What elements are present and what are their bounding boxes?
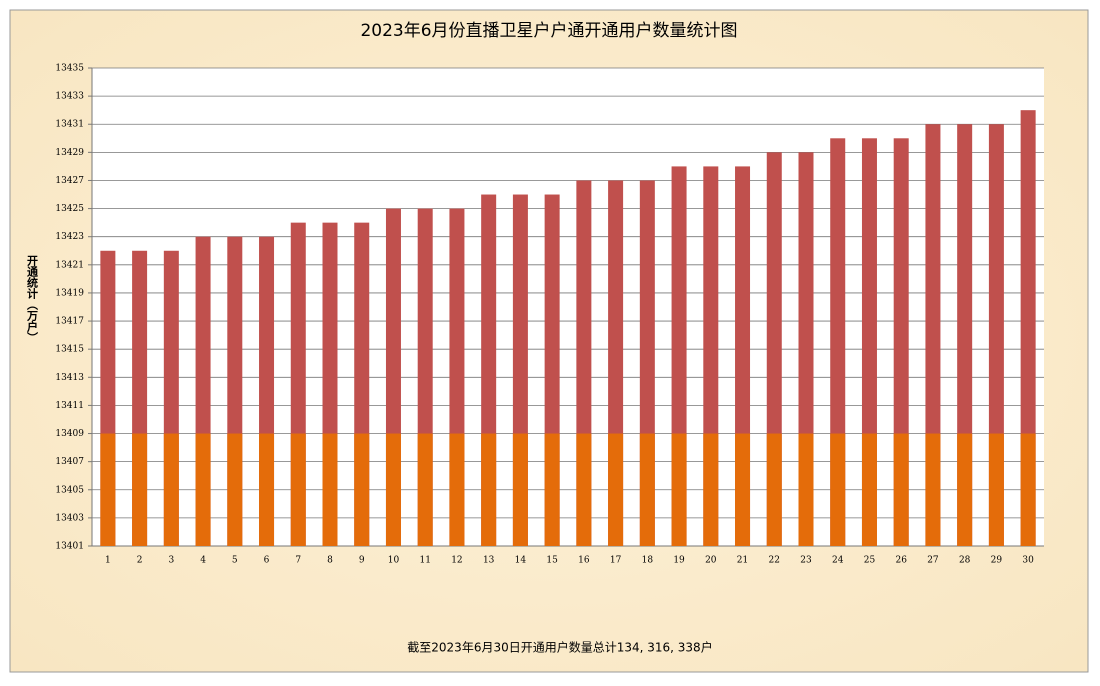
x-tick-label: 18 [642, 556, 654, 566]
bar [925, 433, 941, 546]
bar [100, 433, 116, 546]
x-tick-label: 15 [546, 556, 558, 566]
bar [639, 433, 655, 546]
bar [259, 433, 275, 546]
bar [988, 433, 1004, 546]
x-tick-label: 27 [927, 556, 939, 566]
bar [322, 433, 338, 546]
y-tick-label: 13435 [55, 64, 84, 74]
bar [703, 433, 719, 546]
x-tick-label: 8 [327, 556, 333, 566]
bar [1020, 433, 1036, 546]
bar [290, 433, 306, 546]
x-tick-label: 10 [388, 556, 400, 566]
x-tick-label: 5 [232, 556, 238, 566]
x-tick-label: 3 [168, 556, 174, 566]
y-tick-label: 13411 [55, 401, 84, 411]
x-tick-label: 26 [895, 556, 907, 566]
bar [798, 433, 814, 546]
x-tick-label: 4 [200, 556, 206, 566]
bar [830, 433, 846, 546]
y-tick-label: 13419 [55, 288, 84, 298]
x-tick-label: 30 [1022, 556, 1034, 566]
bar [576, 433, 592, 546]
plot-area [92, 68, 1044, 546]
y-tick-label: 13427 [55, 176, 84, 186]
bar [354, 433, 370, 546]
bar [512, 433, 528, 546]
bar [671, 433, 687, 546]
y-tick-label: 13433 [55, 92, 84, 102]
bar [449, 433, 465, 546]
x-tick-label: 17 [610, 556, 622, 566]
x-tick-label: 12 [451, 556, 462, 566]
bar [227, 433, 243, 546]
x-tick-label: 24 [832, 556, 844, 566]
x-tick-label: 6 [264, 556, 270, 566]
bar [608, 433, 624, 546]
x-tick-label: 22 [769, 556, 780, 566]
x-tick-label: 9 [359, 556, 365, 566]
bar [544, 433, 560, 546]
x-tick-label: 29 [991, 556, 1003, 566]
y-axis-label: 开通统计（万户） [26, 255, 40, 343]
bar [195, 433, 211, 546]
x-tick-label: 2 [137, 556, 143, 566]
x-tick-label: 16 [578, 556, 590, 566]
bar [735, 433, 751, 546]
y-tick-label: 13401 [55, 542, 84, 552]
x-tick-label: 13 [483, 556, 495, 566]
footer-note: 截至2023年6月30日开通用户数量总计134, 316, 338户 [407, 640, 712, 655]
y-tick-label: 13407 [55, 457, 84, 467]
y-tick-label: 13403 [55, 513, 84, 523]
x-tick-label: 19 [673, 556, 685, 566]
x-tick-label: 20 [705, 556, 717, 566]
y-tick-label: 13415 [55, 345, 84, 355]
bar [417, 433, 433, 546]
x-tick-label: 11 [419, 556, 430, 566]
bar [481, 433, 497, 546]
chart-title: 2023年6月份直播卫星户户通开通用户数量统计图 [360, 21, 737, 41]
bar [766, 433, 782, 546]
bar [163, 433, 179, 546]
bar [893, 433, 909, 546]
x-tick-label: 23 [800, 556, 812, 566]
bar [132, 433, 148, 546]
bar [861, 433, 877, 546]
x-tick-label: 25 [864, 556, 876, 566]
y-tick-label: 13421 [55, 260, 84, 270]
y-tick-label: 13425 [55, 204, 84, 214]
x-tick-label: 1 [105, 556, 111, 566]
bar [957, 433, 973, 546]
y-tick-label: 13409 [55, 429, 84, 439]
x-tick-label: 21 [737, 556, 748, 566]
bar [385, 433, 401, 546]
y-tick-label: 13405 [55, 485, 84, 495]
y-tick-label: 13431 [55, 120, 84, 130]
x-tick-label: 7 [295, 556, 301, 566]
x-tick-label: 28 [959, 556, 971, 566]
y-tick-label: 13423 [55, 232, 84, 242]
y-tick-label: 13413 [55, 373, 84, 383]
y-tick-label: 13417 [55, 317, 84, 327]
y-tick-label: 13429 [55, 148, 84, 158]
x-tick-label: 14 [515, 556, 527, 566]
